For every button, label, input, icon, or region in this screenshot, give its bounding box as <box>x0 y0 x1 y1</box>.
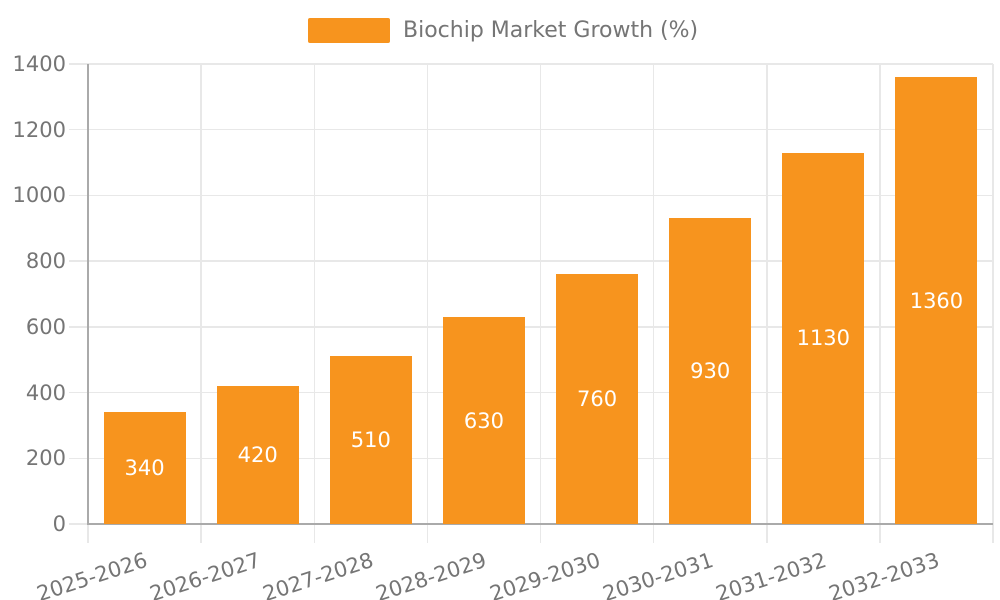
y-axis-tick-label: 400 <box>25 380 66 405</box>
bar[interactable]: 420 <box>216 386 299 524</box>
y-axis-tick-label: 0 <box>52 512 66 536</box>
legend-swatch <box>308 18 390 43</box>
y-gridline <box>69 260 993 262</box>
y-gridline <box>69 194 993 197</box>
y-gridline <box>69 326 993 328</box>
x-axis-tick-label: 2028-2029 <box>373 547 490 600</box>
x-axis-tick-label: 2026-2027 <box>147 547 264 600</box>
x-axis-line <box>87 523 993 525</box>
x-axis-tick-label: 2027-2028 <box>260 547 377 600</box>
bar-value-label: 1360 <box>909 288 964 313</box>
y-gridline <box>69 457 993 460</box>
bar[interactable]: 760 <box>556 274 639 524</box>
bar[interactable]: 1130 <box>782 152 865 524</box>
legend-label: Biochip Market Growth (%) <box>403 18 699 43</box>
bar-value-label: 930 <box>690 359 731 384</box>
bar-value-label: 1130 <box>796 326 851 351</box>
y-axis-tick-label: 800 <box>25 249 66 274</box>
y-axis-tick-label: 600 <box>25 314 66 339</box>
x-gridline <box>992 64 994 543</box>
x-gridline <box>652 64 655 543</box>
bar[interactable]: 510 <box>329 356 412 524</box>
bar-value-label: 420 <box>237 443 278 467</box>
y-axis-tick-label: 1000 <box>12 183 66 208</box>
y-axis-tick-label: 1200 <box>12 117 66 142</box>
legend-item[interactable]: Biochip Market Growth (%) <box>308 18 698 43</box>
y-gridline <box>69 128 993 131</box>
x-axis-tick-label: 2030-2031 <box>599 547 716 600</box>
bar-value-label: 340 <box>124 456 165 481</box>
x-gridline <box>426 64 429 543</box>
bar-value-label: 630 <box>463 408 504 433</box>
x-axis-tick-label: 2025-2026 <box>34 547 151 600</box>
x-gridline <box>539 64 542 543</box>
bar-value-label: 510 <box>350 428 391 453</box>
x-gridline <box>313 64 315 543</box>
bar[interactable]: 340 <box>103 412 186 524</box>
x-gridline <box>879 64 881 543</box>
y-axis-tick-label: 1400 <box>12 52 66 76</box>
x-axis-tick-label: 2029-2030 <box>486 547 603 600</box>
bar-value-label: 760 <box>577 387 618 412</box>
y-axis-line <box>87 64 89 524</box>
bar[interactable]: 1360 <box>895 77 978 524</box>
y-gridline <box>69 391 993 394</box>
x-gridline <box>200 64 202 543</box>
x-axis-tick-label: 2031-2032 <box>712 547 830 600</box>
bar[interactable]: 930 <box>669 218 752 524</box>
y-gridline <box>69 63 993 65</box>
y-axis-tick-label: 200 <box>25 446 66 471</box>
bar[interactable]: 630 <box>442 317 525 524</box>
x-axis-tick-label: 2032-2033 <box>825 547 943 600</box>
x-gridline <box>766 64 768 543</box>
